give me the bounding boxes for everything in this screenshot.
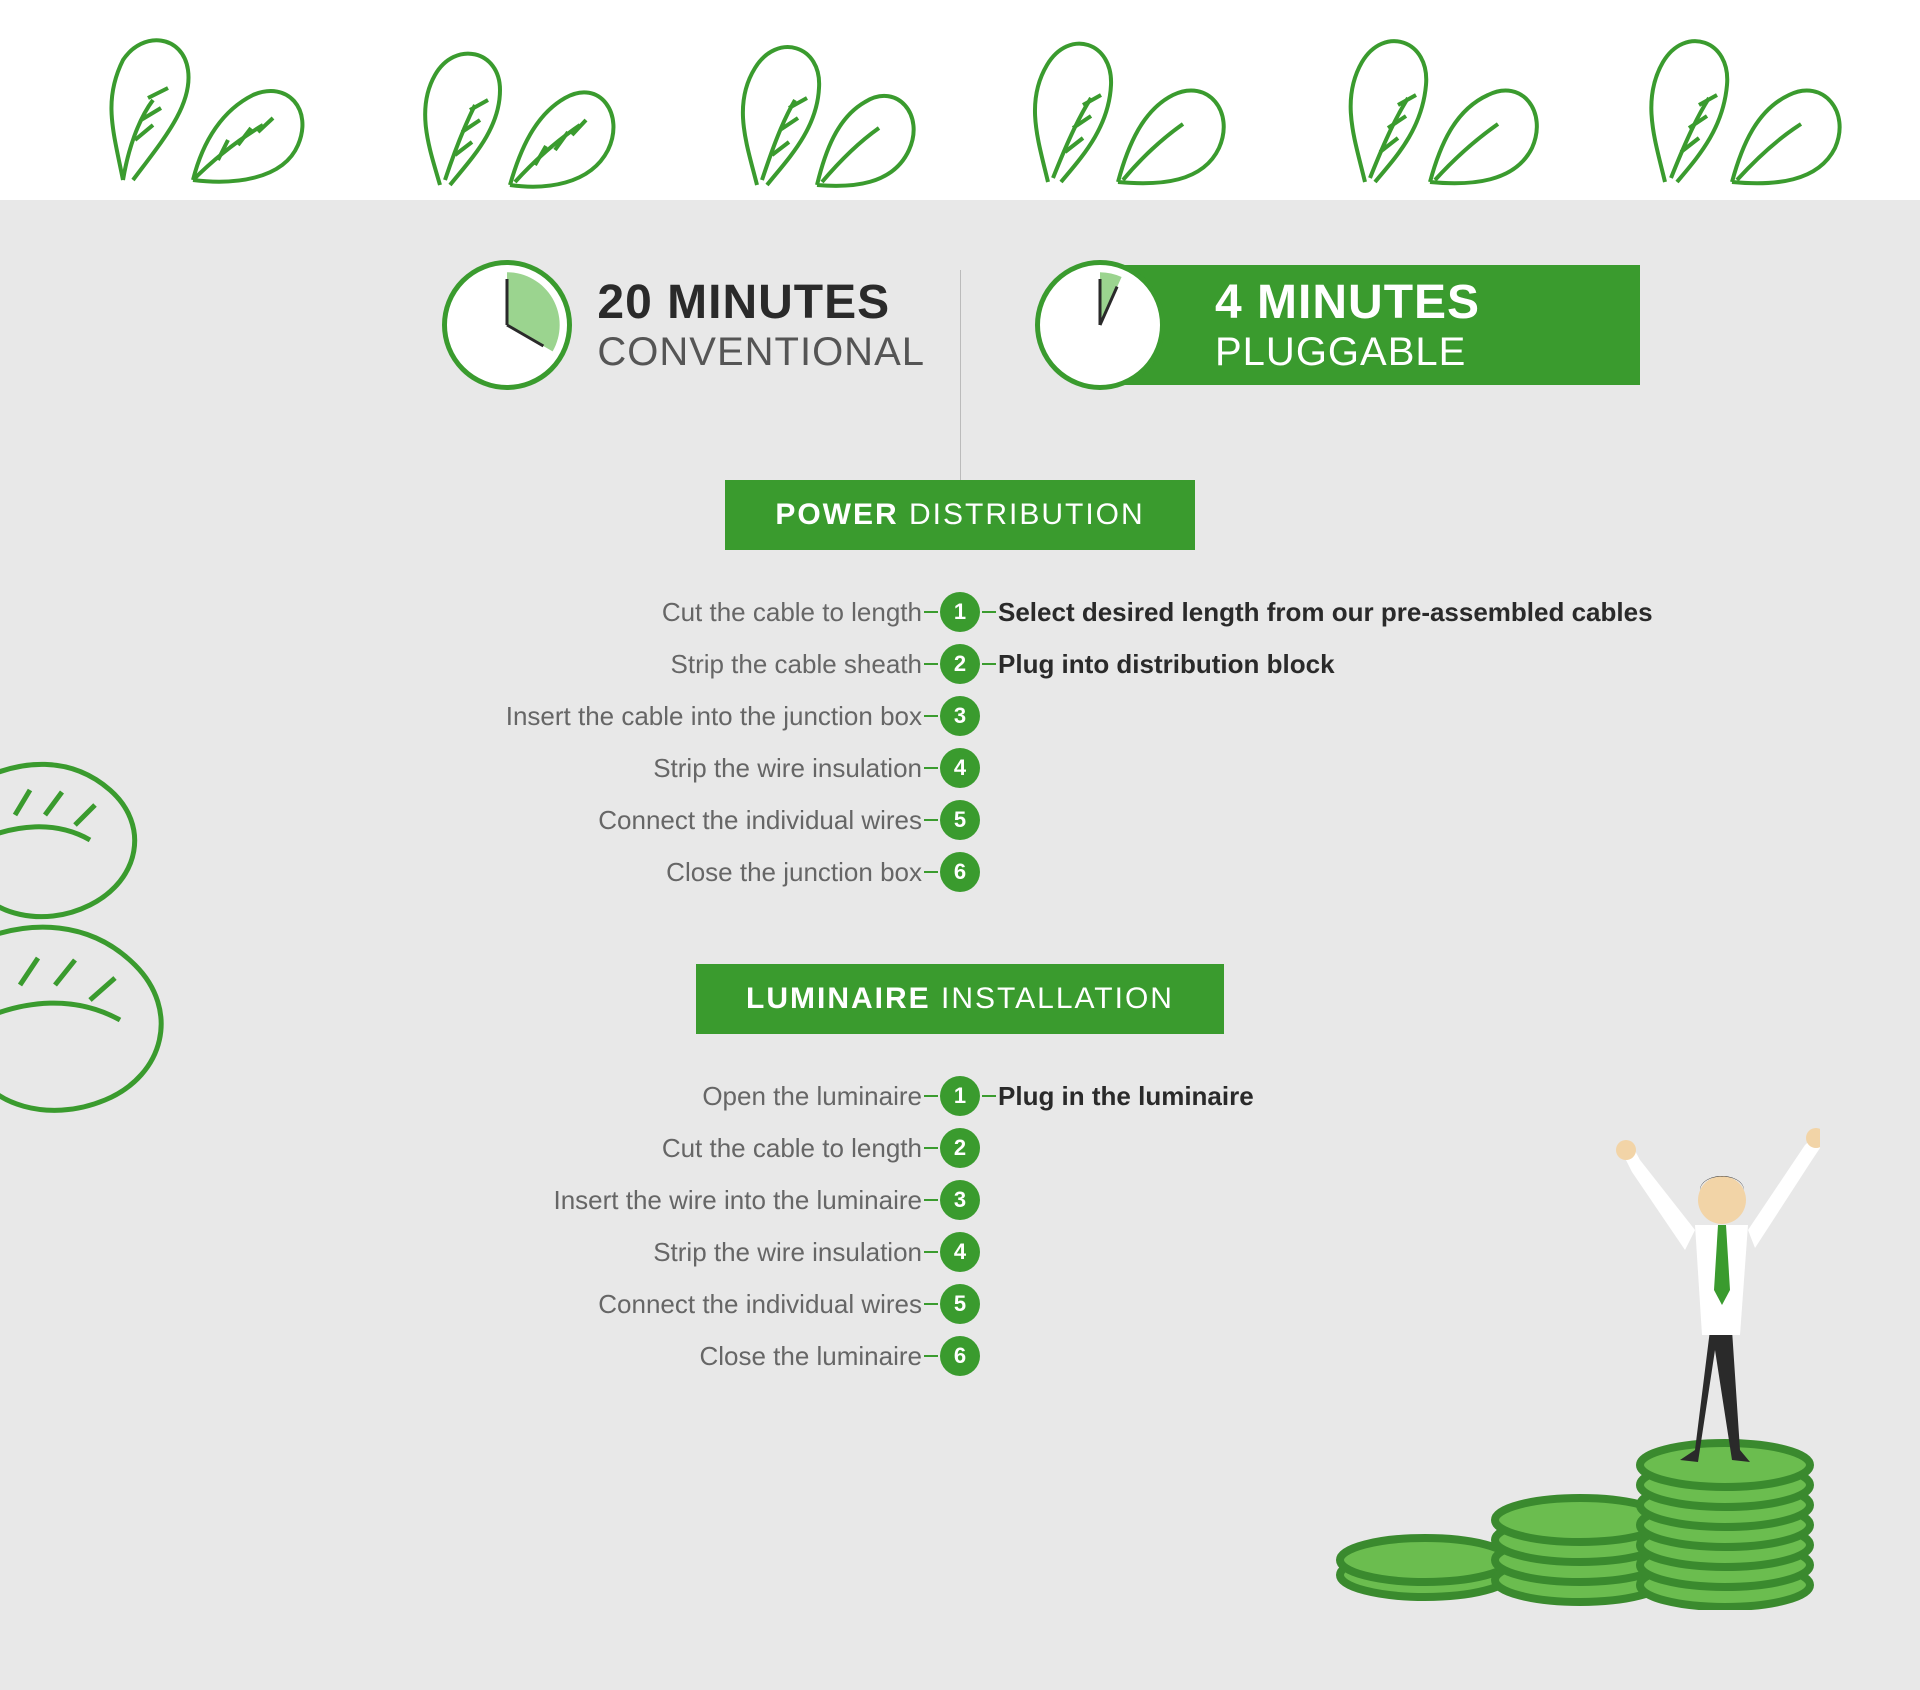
step-row: Strip the cable sheath2Plug into distrib… [100, 644, 1820, 684]
pluggable-value: 4 [1215, 276, 1243, 329]
conventional-text: 20 MINUTES CONVENTIONAL [597, 275, 925, 375]
step-number: 5 [940, 800, 980, 840]
section-title-light: INSTALLATION [931, 982, 1174, 1015]
conventional-value: 20 [597, 276, 652, 329]
section-title-light: DISTRIBUTION [899, 498, 1145, 531]
pluggable-block: 4 MINUTES PLUGGABLE [995, 260, 1820, 390]
plant-icon [53, 10, 333, 190]
step-number: 2 [940, 1128, 980, 1168]
step-conventional-text: Cut the cable to length [100, 597, 940, 628]
step-conventional-text: Strip the cable sheath [100, 649, 940, 680]
step-number: 5 [940, 1284, 980, 1324]
step-number: 3 [940, 1180, 980, 1220]
step-row: Strip the wire insulation4 [100, 748, 1820, 788]
step-conventional-text: Insert the wire into the luminaire [100, 1185, 940, 1216]
clock-icon [442, 260, 572, 390]
plant-icon [360, 10, 640, 190]
step-number: 6 [940, 852, 980, 892]
side-plant-icon [0, 720, 280, 1140]
step-number: 6 [940, 1336, 980, 1376]
section: POWER DISTRIBUTION Cut the cable to lengt… [100, 480, 1820, 964]
plant-icon [1280, 10, 1560, 190]
section-title-bold: POWER [775, 498, 898, 531]
man-on-coins-icon [1300, 1090, 1820, 1610]
main-content: 20 MINUTES CONVENTIONAL 4 MINUTES PLUGGA… [0, 200, 1920, 1690]
plant-icon [973, 10, 1253, 190]
conventional-block: 20 MINUTES CONVENTIONAL [100, 260, 995, 390]
step-number: 4 [940, 748, 980, 788]
step-pluggable-text: Plug into distribution block [980, 649, 1820, 680]
pluggable-unit: MINUTES [1257, 276, 1480, 329]
time-comparison-row: 20 MINUTES CONVENTIONAL 4 MINUTES PLUGGA… [100, 260, 1820, 390]
step-conventional-text: Strip the wire insulation [100, 1237, 940, 1268]
step-row: Close the junction box6 [100, 852, 1820, 892]
step-number: 1 [940, 592, 980, 632]
conventional-unit: MINUTES [667, 276, 890, 329]
clock-icon [1035, 260, 1165, 390]
step-conventional-text: Connect the individual wires [100, 1289, 940, 1320]
conventional-label: CONVENTIONAL [597, 330, 925, 375]
plant-icon [667, 10, 947, 190]
plant-header [0, 0, 1920, 200]
section-header: LUMINAIRE INSTALLATION [696, 964, 1224, 1034]
step-row: Insert the cable into the junction box3 [100, 696, 1820, 736]
pluggable-label: PLUGGABLE [1215, 330, 1480, 375]
step-row: Connect the individual wires5 [100, 800, 1820, 840]
step-number: 4 [940, 1232, 980, 1272]
section-title-bold: LUMINAIRE [746, 982, 931, 1015]
step-pluggable-text: Select desired length from our pre-assem… [980, 597, 1820, 628]
pluggable-badge: 4 MINUTES PLUGGABLE [1125, 265, 1640, 385]
step-number: 2 [940, 644, 980, 684]
step-row: Cut the cable to length1Select desired l… [100, 592, 1820, 632]
step-number: 3 [940, 696, 980, 736]
section-header: POWER DISTRIBUTION [725, 480, 1194, 550]
step-conventional-text: Close the luminaire [100, 1341, 940, 1372]
plant-icon [1587, 10, 1867, 190]
step-number: 1 [940, 1076, 980, 1116]
